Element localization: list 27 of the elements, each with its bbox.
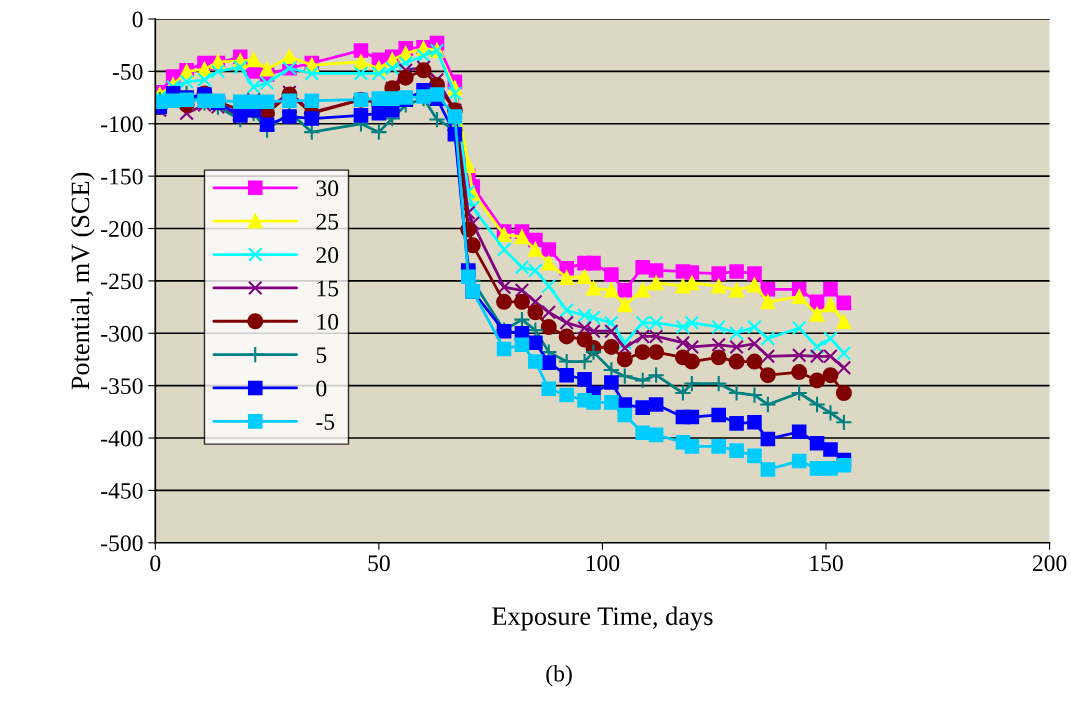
x-tick-label: 0 [150,555,161,572]
x-tick-label: 150 [810,555,843,572]
y-tick-label: -50 [112,63,143,80]
legend-label: 0 [316,380,327,397]
x-axis-title: Exposure Time, days [492,606,713,631]
x-tick-label: 50 [368,555,390,572]
text: (b) [546,664,572,687]
x-tick-label: 200 [1032,555,1067,572]
y-tick-label: 0 [132,11,143,28]
y-tick-label: -500 [101,535,143,552]
legend-label: 15 [317,280,339,297]
y-tick-label: -200 [101,221,143,237]
y-tick-label: -300 [101,325,143,342]
legend-label: 25 [316,213,339,230]
legend-label: 5 [316,347,327,364]
y-tick-label: -250 [101,273,143,290]
legend-label: 10 [317,313,339,330]
y-tick-label: -100 [101,116,143,133]
legend-label: 20 [316,247,339,264]
y-tick-label: -450 [101,482,143,499]
legend-label: -5 [316,414,335,430]
x-tick-label: 100 [586,555,620,572]
y-tick-label: -400 [101,430,143,447]
y-tick-label: -350 [101,378,143,395]
y-axis-title: Potential, mV (SCE) [70,172,95,390]
legend-label: 30 [316,180,339,197]
y-tick-label: -150 [101,168,143,185]
